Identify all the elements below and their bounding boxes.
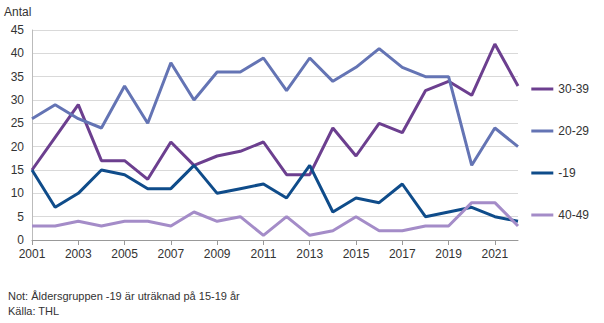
svg-text:2015: 2015 <box>343 247 370 261</box>
svg-text:-19: -19 <box>558 166 576 180</box>
svg-text:40-49: 40-49 <box>558 208 589 222</box>
svg-text:2001: 2001 <box>19 247 46 261</box>
svg-text:5: 5 <box>17 210 24 224</box>
svg-text:25: 25 <box>11 116 25 130</box>
svg-text:2021: 2021 <box>482 247 509 261</box>
svg-text:2011: 2011 <box>251 247 277 261</box>
svg-text:2019: 2019 <box>435 247 462 261</box>
svg-text:Antal: Antal <box>4 5 31 19</box>
svg-text:Källa: THL: Källa: THL <box>8 305 59 317</box>
svg-text:20-29: 20-29 <box>558 124 589 138</box>
svg-text:10: 10 <box>11 186 25 200</box>
svg-text:2009: 2009 <box>204 247 231 261</box>
svg-text:30-39: 30-39 <box>558 82 589 96</box>
svg-text:20: 20 <box>11 140 25 154</box>
svg-text:0: 0 <box>17 233 24 247</box>
svg-text:40: 40 <box>11 46 25 60</box>
svg-text:Not: Åldersgruppen -19 är uträ: Not: Åldersgruppen -19 är uträknad på 15… <box>8 290 240 302</box>
svg-text:35: 35 <box>11 70 25 84</box>
svg-text:2013: 2013 <box>296 247 323 261</box>
svg-text:2005: 2005 <box>111 247 138 261</box>
svg-text:45: 45 <box>11 23 25 37</box>
svg-text:2007: 2007 <box>158 247 185 261</box>
svg-text:2003: 2003 <box>65 247 92 261</box>
svg-text:2017: 2017 <box>389 247 416 261</box>
svg-text:30: 30 <box>11 93 25 107</box>
svg-text:15: 15 <box>11 163 25 177</box>
